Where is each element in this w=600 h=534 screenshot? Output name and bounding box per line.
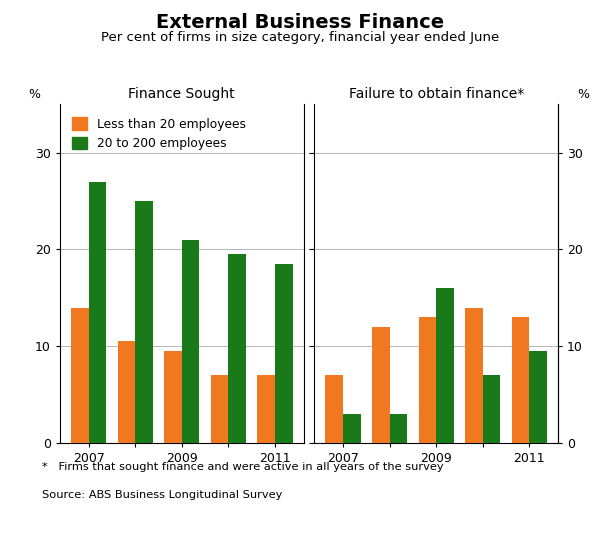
Text: Failure to obtain finance*: Failure to obtain finance*: [349, 87, 524, 101]
Bar: [182, 240, 199, 443]
Bar: [483, 375, 500, 443]
Bar: [135, 201, 153, 443]
Bar: [257, 375, 275, 443]
Text: %: %: [28, 88, 40, 101]
Bar: [325, 375, 343, 443]
Text: Finance Sought: Finance Sought: [128, 87, 235, 101]
Bar: [229, 254, 246, 443]
Bar: [211, 375, 229, 443]
Text: Source: ABS Business Longitudinal Survey: Source: ABS Business Longitudinal Survey: [42, 490, 283, 500]
Bar: [529, 351, 547, 443]
Text: *   Firms that sought finance and were active in all years of the survey: * Firms that sought finance and were act…: [42, 462, 443, 472]
Text: %: %: [578, 88, 590, 101]
Bar: [372, 327, 389, 443]
Bar: [512, 317, 529, 443]
Bar: [118, 342, 135, 443]
Bar: [164, 351, 182, 443]
Bar: [275, 264, 293, 443]
Bar: [465, 308, 483, 443]
Bar: [436, 288, 454, 443]
Bar: [71, 308, 89, 443]
Bar: [343, 414, 361, 443]
Bar: [419, 317, 436, 443]
Bar: [389, 414, 407, 443]
Text: External Business Finance: External Business Finance: [156, 13, 444, 33]
Bar: [89, 182, 106, 443]
Legend: Less than 20 employees, 20 to 200 employees: Less than 20 employees, 20 to 200 employ…: [68, 114, 250, 154]
Text: Per cent of firms in size category, financial year ended June: Per cent of firms in size category, fina…: [101, 31, 499, 44]
